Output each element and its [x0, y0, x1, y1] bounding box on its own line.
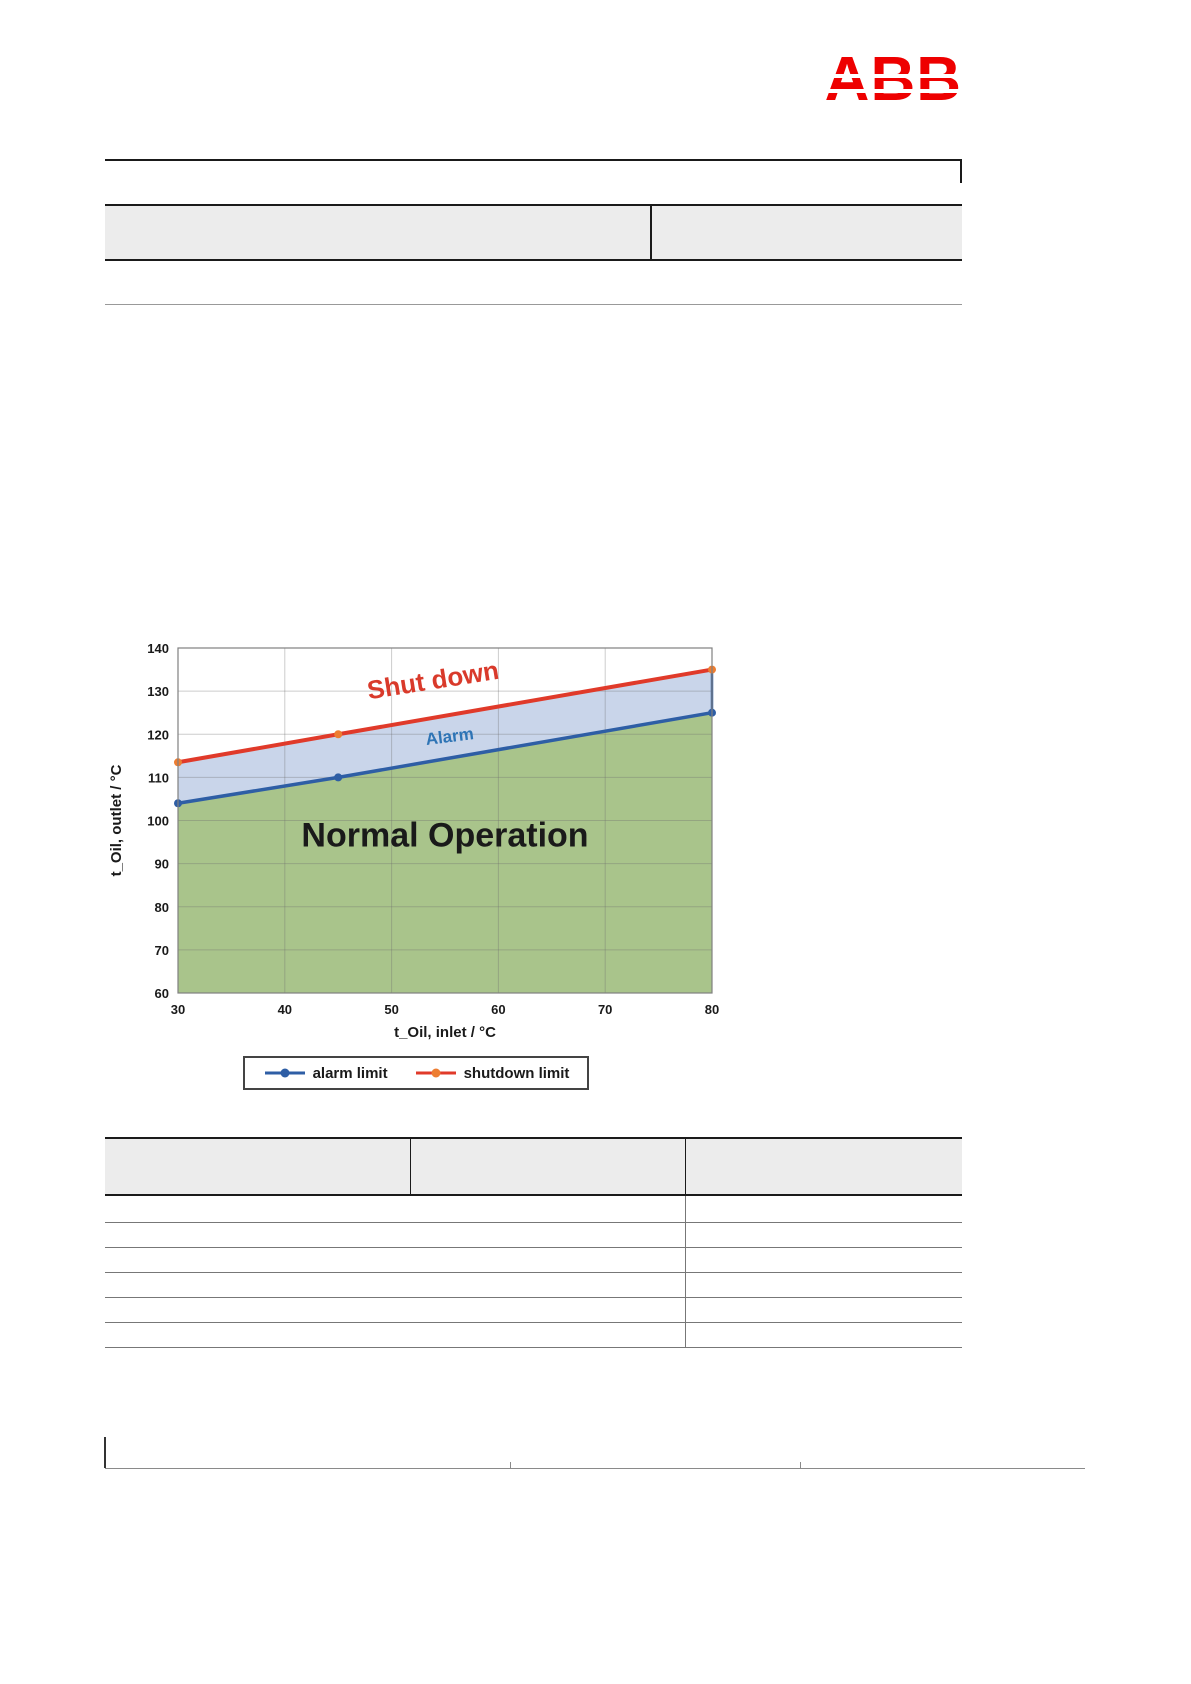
- legend-item: shutdown limit: [414, 1064, 570, 1082]
- x-tick-label: 60: [491, 1002, 505, 1017]
- data-table-row-line: [105, 1222, 962, 1223]
- footer-tick: [104, 1437, 106, 1468]
- plot-border: [177, 647, 713, 994]
- y-tick-label: 70: [155, 943, 169, 958]
- header-table-band: [105, 204, 962, 261]
- annotation-normal-operation: Normal Operation: [301, 816, 588, 854]
- legend-label: alarm limit: [312, 1064, 388, 1082]
- logo-stripe: [818, 74, 962, 78]
- oil-temperature-limits-chart: 60 70 80 90 100 110 120 130 140 30 40 50 60 70 80 t_Oil…: [108, 641, 719, 1041]
- header-rule-top: [105, 159, 962, 161]
- y-tick-label: 140: [147, 641, 169, 656]
- x-tick-label: 40: [278, 1002, 292, 1017]
- abb-logo-text: ABB: [824, 45, 962, 114]
- data-table-header-divider: [410, 1139, 411, 1194]
- legend-line-marker-icon: [415, 1068, 456, 1078]
- x-axis-title: t_Oil, inlet / °C: [394, 1024, 496, 1041]
- series-marker-alarm-limit: [334, 773, 343, 782]
- data-table-header-divider: [685, 1139, 686, 1194]
- footer-divider-mark: [510, 1462, 511, 1469]
- footer-rule: [105, 1468, 1085, 1469]
- x-tick-label: 50: [384, 1002, 398, 1017]
- y-tick-label: 90: [155, 857, 169, 872]
- data-table-row-line: [105, 1247, 962, 1248]
- region-alarm-band: [178, 669, 712, 804]
- data-table-row-line: [105, 1297, 962, 1298]
- abb-logo: ABB: [818, 48, 962, 114]
- header-rule-tick: [960, 159, 962, 183]
- y-tick-label: 130: [147, 684, 169, 699]
- chart-legend: alarm limit shutdown limit: [243, 1056, 589, 1090]
- header-rule-bottom: [105, 304, 962, 305]
- logo-stripe: [818, 89, 962, 93]
- series-marker-shutdown-limit: [334, 730, 343, 739]
- data-table-row-line: [105, 1322, 962, 1323]
- y-tick-label: 120: [147, 727, 169, 742]
- x-tick-label: 30: [171, 1002, 185, 1017]
- data-table-column-divider: [685, 1196, 686, 1347]
- y-tick-label: 60: [155, 986, 169, 1001]
- x-tick-label: 70: [598, 1002, 612, 1017]
- y-tick-label: 100: [147, 814, 169, 829]
- y-axis-title: t_Oil, outlet / °C: [108, 764, 125, 876]
- legend-label: shutdown limit: [463, 1064, 570, 1082]
- legend-line-marker-icon: [264, 1068, 305, 1078]
- annotation-shut-down: Shut down: [365, 655, 501, 705]
- x-tick-label: 80: [705, 1002, 719, 1017]
- y-tick-label: 110: [148, 770, 169, 785]
- y-tick-label: 80: [155, 900, 169, 915]
- header-table-divider: [650, 206, 652, 259]
- data-table-row-line: [105, 1272, 962, 1273]
- data-table-row-line: [105, 1347, 962, 1348]
- footer-divider-mark: [800, 1462, 801, 1469]
- data-table-header-band: [105, 1137, 962, 1196]
- legend-item: alarm limit: [263, 1065, 388, 1082]
